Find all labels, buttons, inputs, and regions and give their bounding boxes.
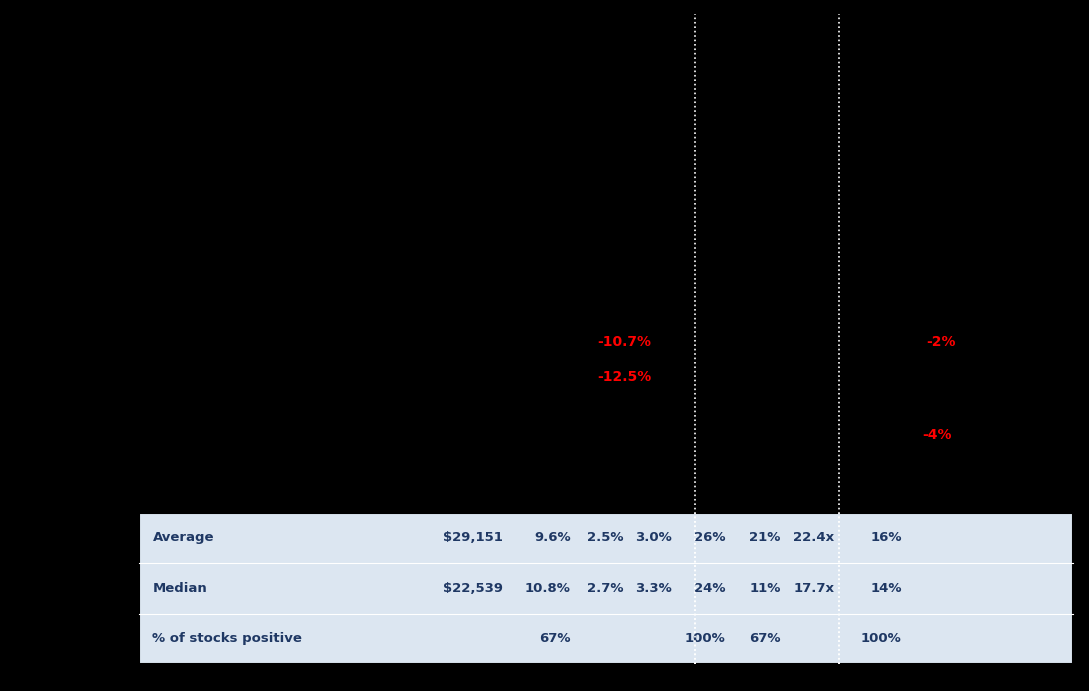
- Text: 22.4x: 22.4x: [793, 531, 834, 545]
- Text: Median: Median: [152, 582, 207, 595]
- Text: -2%: -2%: [927, 335, 956, 349]
- Text: 100%: 100%: [685, 632, 725, 645]
- Text: -12.5%: -12.5%: [597, 370, 651, 384]
- Text: 9.6%: 9.6%: [534, 531, 571, 545]
- Text: 2.5%: 2.5%: [587, 531, 624, 545]
- Text: 100%: 100%: [861, 632, 902, 645]
- Text: 14%: 14%: [870, 582, 902, 595]
- Text: $29,151: $29,151: [443, 531, 503, 545]
- Text: 10.8%: 10.8%: [525, 582, 571, 595]
- Text: -4%: -4%: [922, 428, 952, 442]
- Text: 11%: 11%: [749, 582, 781, 595]
- Text: $22,539: $22,539: [443, 582, 503, 595]
- Text: % of stocks positive: % of stocks positive: [152, 632, 303, 645]
- Text: 3.0%: 3.0%: [635, 531, 672, 545]
- Text: 21%: 21%: [749, 531, 781, 545]
- Text: 16%: 16%: [870, 531, 902, 545]
- Text: -10.7%: -10.7%: [597, 335, 651, 349]
- Text: 2.7%: 2.7%: [587, 582, 624, 595]
- Text: 3.3%: 3.3%: [635, 582, 672, 595]
- Bar: [139, 513, 1073, 664]
- Text: 17.7x: 17.7x: [793, 582, 834, 595]
- Text: 26%: 26%: [694, 531, 725, 545]
- Text: 67%: 67%: [539, 632, 571, 645]
- Text: 67%: 67%: [749, 632, 781, 645]
- Text: 24%: 24%: [694, 582, 725, 595]
- Text: Average: Average: [152, 531, 213, 545]
